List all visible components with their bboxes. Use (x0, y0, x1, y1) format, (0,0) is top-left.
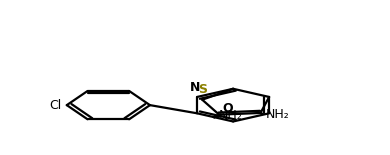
Text: Cl: Cl (50, 99, 62, 112)
Text: NH₂: NH₂ (219, 109, 243, 122)
Text: N: N (190, 81, 200, 94)
Text: S: S (198, 83, 207, 96)
Text: NH₂: NH₂ (266, 108, 290, 121)
Text: O: O (222, 102, 233, 115)
